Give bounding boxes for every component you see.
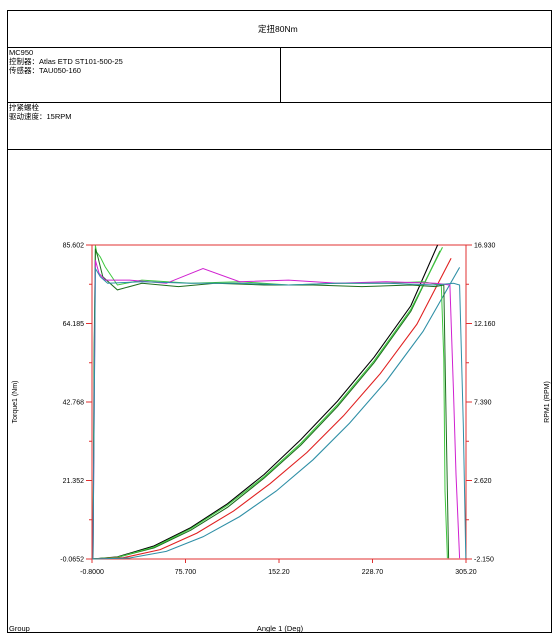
rpm-curve-line xyxy=(92,266,467,559)
plot-border xyxy=(91,244,467,560)
controller-text: 控制器：Atlas ETD ST101-500-25 xyxy=(9,57,123,66)
y-left-tick-label: -0.0652 xyxy=(60,557,84,564)
speed-text: 驱动速度：15RPM xyxy=(9,112,72,121)
plot-area xyxy=(91,244,467,560)
y-left-tick-label: 42.768 xyxy=(63,400,85,407)
torque-curve-line xyxy=(91,267,461,560)
sensor-text: 传感器：TAU050-160 xyxy=(9,66,81,75)
y-axis-label-right: RPM1 (RPM) xyxy=(544,381,551,423)
torque-curve-line xyxy=(91,244,439,560)
model-text: MC950 xyxy=(9,48,34,57)
x-tick-label: 305.20 xyxy=(455,569,477,576)
y-left-tick-label: 64.185 xyxy=(63,321,85,328)
y-left-tick-label: 85.602 xyxy=(63,243,85,250)
x-tick-label: -0.8000 xyxy=(80,569,104,576)
y-axis-label-left: Torque1 (Nm) xyxy=(12,381,19,424)
torque-curve-line xyxy=(91,246,443,560)
footer-group-label: Group xyxy=(9,624,30,633)
y-right-tick-label: 2.620 xyxy=(474,478,492,485)
rpm-curve-line xyxy=(92,245,448,559)
x-tick-label: 228.70 xyxy=(362,569,384,576)
rpm-curve-line xyxy=(92,260,461,559)
x-tick-label: 75.700 xyxy=(175,569,197,576)
report-title: 定扭80Nm xyxy=(258,24,298,34)
axes-layer: -0.8000 75.700 152.20 228.70 305.20 -0.0652 21… xyxy=(60,243,495,577)
step-text: 拧紧螺栓 xyxy=(9,103,39,112)
y-right-tick-label: -2.150 xyxy=(474,557,494,564)
y-right-tick-label: 7.390 xyxy=(474,400,492,407)
x-tick-label: 152.20 xyxy=(268,569,290,576)
y-left-tick-label: 21.352 xyxy=(63,478,85,485)
series-layer xyxy=(91,244,467,560)
torque-curve-line xyxy=(91,257,452,560)
torque-curve-line xyxy=(91,250,441,560)
y-right-tick-label: 12.160 xyxy=(474,321,496,328)
y-right-tick-label: 16.930 xyxy=(474,243,496,250)
rpm-curve-line xyxy=(92,248,450,559)
process-row-frame xyxy=(7,102,552,150)
x-axis-label: Angle 1 (Deg) xyxy=(257,624,304,633)
